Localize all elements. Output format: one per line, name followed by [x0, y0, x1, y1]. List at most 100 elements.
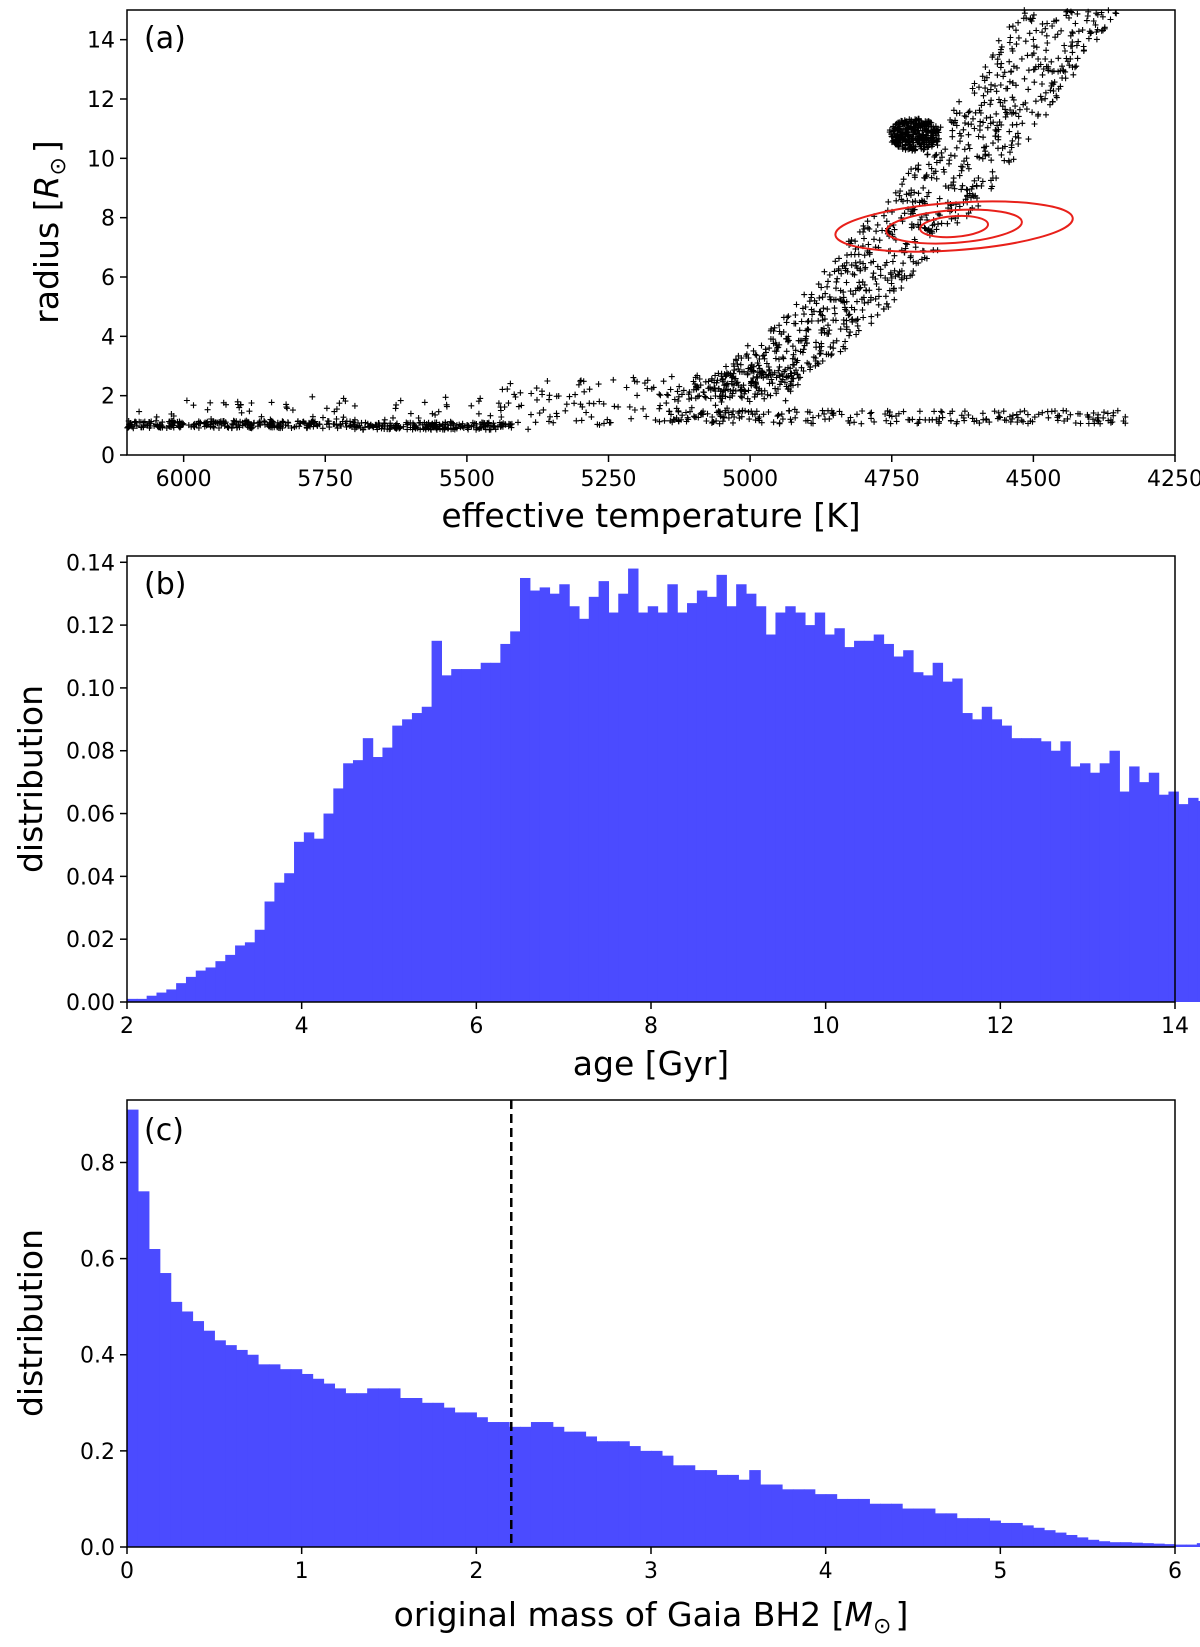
panel-b-bar — [205, 967, 217, 1002]
panel-a-point — [738, 413, 745, 420]
panel-a-point — [861, 252, 868, 259]
panel-a-point — [1122, 413, 1129, 420]
panel-a-point — [921, 141, 928, 148]
panel-b-bar — [1148, 772, 1160, 1002]
panel-a-point — [1001, 97, 1008, 104]
panel-c-bar — [563, 1431, 576, 1547]
panel-a-point — [707, 384, 713, 391]
panel-a-point — [956, 110, 963, 116]
panel-a-point — [1024, 411, 1031, 418]
panel-a-point — [920, 184, 927, 191]
panel-a-xtick-label: 6000 — [156, 467, 212, 492]
panel-a-point — [801, 311, 807, 318]
panel-a-point — [631, 378, 638, 385]
panel-a-point — [815, 317, 822, 324]
panel-a-point — [739, 394, 745, 401]
panel-a-point — [868, 259, 874, 266]
panel-a-point — [748, 368, 755, 375]
panel-a-point — [874, 263, 881, 270]
panel-a-point — [808, 291, 815, 298]
panel-b-bar — [539, 587, 551, 1002]
panel-a-point — [821, 410, 828, 417]
panel-a-point — [793, 301, 800, 308]
panel-a-point — [730, 387, 737, 393]
panel-a-point — [915, 221, 921, 228]
panel-a-point — [808, 420, 815, 427]
panel-c-bar — [541, 1422, 554, 1547]
panel-a-point — [707, 395, 714, 402]
panel-a-point — [888, 275, 895, 281]
panel-a-point — [534, 396, 540, 403]
panel-a-point — [910, 268, 917, 275]
panel-b-bar — [647, 606, 659, 1002]
panel-a-point — [981, 144, 987, 151]
panel-b-ytick-label: 0.08 — [66, 740, 115, 765]
panel-a-point — [460, 425, 467, 431]
panel-a-point — [935, 129, 942, 136]
panel-a-point — [575, 381, 582, 388]
panel-a-point — [960, 126, 967, 133]
panel-a-point — [343, 418, 350, 425]
panel-c-bar — [1175, 1544, 1187, 1547]
panel-a-point — [896, 271, 903, 278]
panel-a-point — [154, 422, 161, 429]
panel-a-point — [961, 112, 968, 119]
panel-a-point — [748, 362, 755, 369]
panel-a-point — [1004, 85, 1011, 92]
panel-a-point — [595, 381, 602, 388]
panel-a-point — [1055, 85, 1062, 92]
panel-b-bar — [598, 581, 610, 1002]
panel-a-point — [1107, 16, 1114, 23]
panel-a-point — [860, 260, 867, 267]
panel-a-point — [1090, 18, 1097, 24]
panel-b-bar — [667, 584, 678, 1002]
panel-a-point — [783, 374, 790, 381]
panel-a-point — [1055, 412, 1061, 419]
panel-a-point — [442, 394, 449, 401]
panel-b-bar — [618, 593, 629, 1002]
panel-a-point — [890, 126, 897, 133]
panel-a-point — [197, 419, 204, 426]
panel-a-point — [956, 98, 963, 105]
panel-a-point — [346, 423, 353, 429]
panel-a-point — [924, 193, 931, 200]
panel-a-point — [964, 187, 971, 194]
panel-c-bar — [1065, 1534, 1078, 1547]
panel-a-point — [459, 420, 466, 427]
panel-a-point — [1030, 11, 1037, 18]
panel-a-point — [1025, 67, 1032, 74]
panel-a-point — [433, 426, 440, 433]
panel-a-point — [712, 393, 719, 399]
panel-a-point — [673, 414, 680, 421]
panel-c-bar — [498, 1422, 510, 1547]
panel-a-point — [1016, 106, 1023, 113]
panel-a-ticks: 6000 5750 5500 5250 5000 4750 4500 4250 0 2 4 6 8 10 1… — [87, 29, 1200, 492]
panel-a-point — [905, 133, 912, 140]
panel-a-point — [895, 143, 902, 150]
panel-a-point — [980, 416, 987, 423]
panel-b-bar — [421, 706, 433, 1002]
panel-a-point — [916, 408, 923, 415]
panel-a-point — [596, 421, 603, 428]
panel-b-bar — [755, 606, 767, 1002]
panel-a-point — [220, 399, 227, 406]
panel-a-point — [133, 419, 140, 426]
panel-a-point — [853, 331, 860, 338]
panel-a-point — [929, 416, 936, 423]
panel-a-point — [1092, 21, 1099, 28]
panel-a-point — [845, 312, 852, 319]
panel-a-point — [431, 419, 438, 426]
panel-a-point — [799, 305, 806, 312]
panel-a-point — [375, 422, 382, 429]
panel-a-point — [998, 151, 1005, 158]
panel-c-bar — [301, 1373, 314, 1547]
panel-a-point — [1026, 30, 1033, 37]
panel-a-point — [794, 381, 801, 388]
panel-a-point — [562, 407, 569, 414]
panel-a-point — [931, 153, 938, 160]
panel-a-point — [147, 423, 154, 429]
panel-a-point — [810, 354, 817, 361]
panel-a-point — [730, 370, 737, 377]
panel-a-point — [711, 385, 718, 391]
panel-a-point — [976, 154, 983, 161]
